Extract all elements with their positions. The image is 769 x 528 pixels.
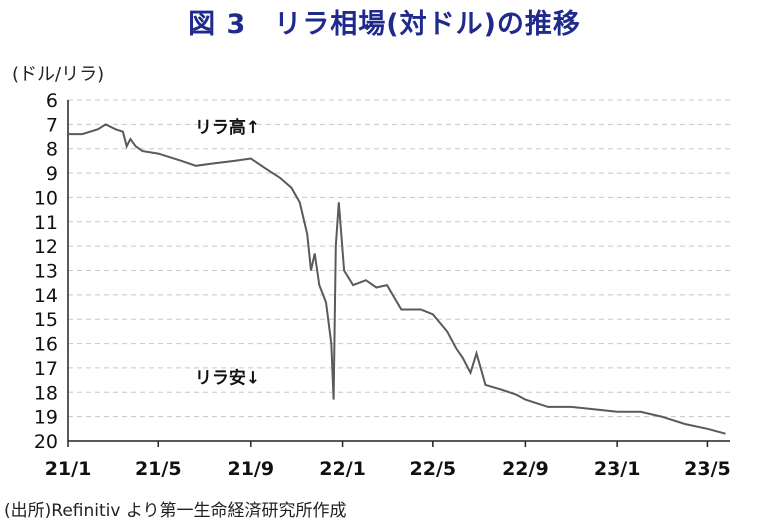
x-tick-label: 23/1 [594,458,641,480]
y-tick-label: 6 [46,90,58,112]
y-tick-label: 13 [34,261,58,283]
x-tick-label: 21/9 [227,458,274,480]
x-tick-label: 21/5 [135,458,182,480]
y-tick-label: 7 [46,114,58,136]
y-unit-label: (ドル/リラ) [12,64,105,85]
y-tick-label: 14 [34,285,58,307]
y-tick-label: 11 [34,212,58,234]
source-note: (出所)Refinitiv より第一生命経済研究所作成 [4,501,347,521]
y-tick-label: 12 [34,236,58,258]
y-tick-label: 10 [34,187,58,209]
y-tick-label: 15 [34,309,58,331]
y-tick-label: 9 [46,163,58,185]
x-tick-label: 22/9 [502,458,549,480]
grid-lines [68,99,730,418]
y-tick-label: 8 [46,139,58,161]
annotations: リラ高↑ リラ安↓ [195,117,260,389]
y-tick-label: 16 [34,334,58,356]
series-line [68,123,726,435]
axes [67,100,730,442]
x-tick-label: 21/1 [45,458,92,480]
x-tick-label: 22/1 [319,458,366,480]
x-tick-label: 22/5 [410,458,457,480]
y-tick-label: 19 [34,407,58,429]
y-tick-label: 20 [34,431,58,453]
chart-title: 図 3 リラ相場(対ドル)の推移 [188,9,581,40]
x-axis-ticks: 21/1 21/5 21/9 22/1 22/5 22/9 23/1 23/5 [45,441,731,480]
y-tick-label: 18 [34,382,58,404]
annotation-label: リラ高↑ [195,117,260,138]
x-tick-label: 23/5 [684,458,731,480]
y-tick-label: 17 [34,358,58,380]
annotation-label: リラ安↓ [195,368,260,389]
